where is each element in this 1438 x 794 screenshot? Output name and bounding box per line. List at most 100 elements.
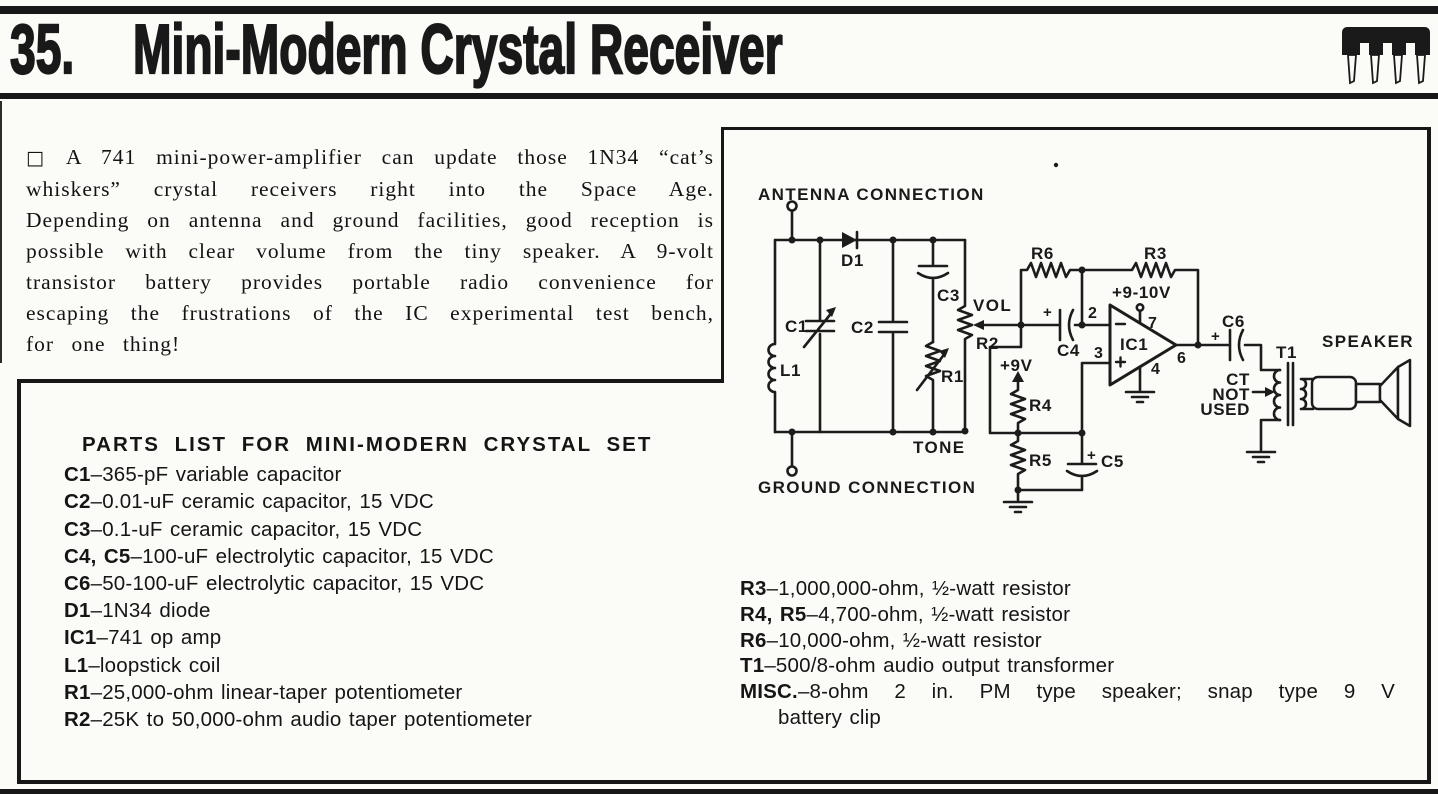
speaker-label: SPEAKER [1322,332,1414,351]
page-bottom-rule [0,789,1438,794]
c1-label: C1 [785,317,808,336]
scan-artifact-dot [1053,162,1059,168]
outer-box-right-border [1427,127,1431,784]
intro-box-right-border [721,128,724,382]
pin4-ground [1124,365,1156,404]
transformer-secondary [1299,377,1315,411]
parts-list-title: PARTS LIST FOR MINI-MODERN CRYSTAL SET [82,433,653,456]
parts-item: R6–10,000-ohm, ½-watt resistor [740,628,1042,652]
parts-item: L1–loopstick coil [64,653,221,677]
schematic-box-top-border [721,127,1431,130]
capacitor-c3 [916,238,950,344]
resistor-r4 [1009,378,1027,435]
pin2-label: 2 [1088,305,1097,322]
junction-dot [1014,486,1022,494]
pin3-wire [1080,361,1112,435]
junction-dot [816,236,824,244]
transformer-ground [1245,418,1282,464]
junction-dot [1017,321,1025,329]
resistor-r6 [1019,261,1084,327]
pin3-label: 3 [1094,345,1103,362]
inductor-l1 [767,238,777,434]
parts-item: D1–1N34 diode [64,599,211,623]
parts-list-left: PARTS LIST FOR MINI-MODERN CRYSTAL SET C… [64,431,714,733]
potentiometer-r2 [956,238,974,434]
junction-dot [1014,429,1022,437]
vol-label: VOL [973,296,1012,315]
parts-item-misc: MISC.–8-ohm 2 in. PM type speaker; snap … [740,680,1395,729]
junction-dot [1078,266,1086,274]
junction-dot [1194,341,1202,349]
speaker-symbol [1310,358,1412,428]
junction-dot [889,236,897,244]
l1-label: L1 [780,361,801,380]
parts-item: T1–500/8-ohm audio output transformer [740,654,1115,678]
intro-text: A 741 mini-power-amplifier can update th… [26,144,714,356]
junction-dot [1078,429,1086,437]
resistor-r3 [1080,261,1200,347]
diode-d1-arrow [842,232,857,248]
parts-item: R3–1,000,000-ohm, ½-watt resistor [740,577,1071,600]
parts-list-right: R3–1,000,000-ohm, ½-watt resistor R4, R5… [740,576,1395,731]
r1-label: R1 [941,367,964,386]
parts-item: R2–25K to 50,000-ohm audio taper potenti… [64,708,533,732]
chapter-number: 35. [9,10,75,88]
parts-item: C1–365-pF variable capacitor [64,463,342,487]
resistor-r5 [1009,431,1027,492]
parts-item: R1–25,000-ohm linear-taper potentiometer [64,680,463,704]
c5-polarity: + [1087,447,1096,464]
c4-label: C4 [1057,341,1080,360]
junction-dot [889,428,897,436]
junction-dot [929,236,937,244]
c2-label: C2 [851,318,874,337]
ct-label-line3: USED [1200,400,1250,419]
ct-label-line2: NOT [1212,385,1250,404]
d1-label: D1 [841,251,864,270]
parts-item: C4, C5–100-uF electrolytic capacitor, 15… [64,544,494,568]
ic-chip-icon [1342,27,1430,85]
parts-item: IC1–741 op amp [64,626,222,650]
variable-capacitor-c1 [802,238,836,434]
opamp-plus-mark [1114,356,1127,368]
c5-label: C5 [1101,452,1124,471]
r4-label: R4 [1029,396,1052,415]
top-rule [0,6,1438,14]
capacitor-c2 [877,238,909,434]
title-underline-rule [0,93,1438,99]
ground-terminal [786,465,798,477]
parts-item: C3–0.1-uF ceramic capacitor, 15 VDC [64,517,423,541]
transformer-core [1286,361,1295,427]
pin7-label: 7 [1148,315,1157,332]
ground-label: GROUND CONNECTION [758,478,976,497]
supply-arrowhead [1012,371,1024,382]
r6-label: R6 [1031,244,1054,263]
r1-arrowhead [939,348,949,358]
junction-dot [929,428,937,436]
junction-dot [788,428,796,436]
opamp-triangle-ic1 [1108,303,1178,387]
c6-polarity: + [1211,328,1220,345]
r2-label: R2 [976,334,999,353]
ic1-label: IC1 [1120,335,1148,354]
circuit-schematic: ANTENNA CONNECTION GROUND CONNECTION TON… [758,162,1414,514]
parts-box-top-border [17,379,724,383]
pin4-label: 4 [1151,361,1160,378]
antenna-label: ANTENNA CONNECTION [758,185,985,204]
tone-label: TONE [913,438,966,457]
r2-wiper-arrowhead [973,320,984,330]
antenna-terminal [786,200,798,212]
transformer-primary [1272,368,1282,422]
r5-label: R5 [1029,451,1052,470]
intro-paragraph: □ A 741 mini-power-amplifier can update … [26,142,714,360]
page-left-edge-rule [0,101,2,363]
r3-label: R3 [1144,244,1167,263]
c1-arrowhead [826,307,836,317]
ct-label-line1: CT [1226,370,1250,389]
page-title: Mini-Modern Crystal Receiver [132,10,783,88]
c4-polarity: + [1043,304,1052,321]
capacitor-c6 [1228,328,1282,372]
pin6-label: 6 [1177,350,1186,367]
t1-label: T1 [1276,343,1297,362]
c6-label: C6 [1222,312,1245,331]
